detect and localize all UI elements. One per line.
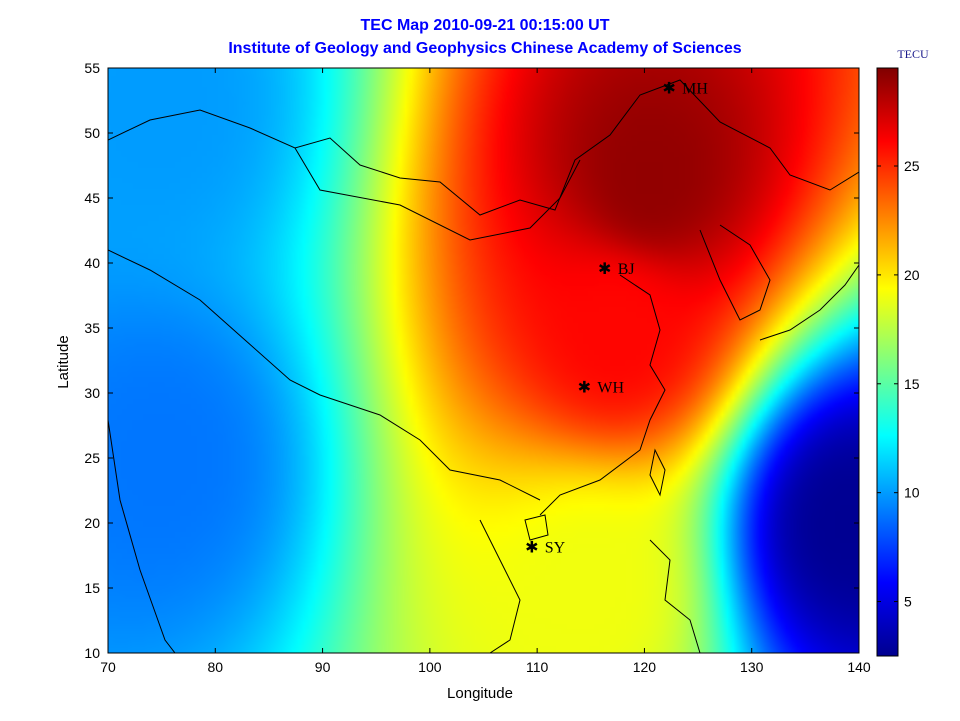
y-tick-label: 15: [84, 580, 100, 596]
colorbar-frame: [876, 67, 899, 657]
y-tick-label: 10: [84, 645, 100, 661]
colorbar-unit-label: TECU: [897, 47, 929, 61]
y-tick-label: 30: [84, 385, 100, 401]
chart-subtitle: Institute of Geology and Geophysics Chin…: [228, 40, 741, 57]
station-marker-icon: ✱: [578, 378, 591, 397]
y-tick-label: 35: [84, 320, 100, 336]
station-wh: ✱ WH: [578, 378, 625, 397]
station-mh: ✱ MH: [662, 79, 708, 98]
colorbar-gradient: [877, 68, 898, 656]
japan-islands: [759, 264, 859, 341]
x-tick-label: 70: [100, 659, 116, 675]
y-tick-label: 40: [84, 255, 100, 271]
tec-heatmap: [108, 68, 859, 653]
colorbar-tick-label: 25: [904, 158, 920, 174]
indochina-coast: [479, 519, 521, 653]
colorbar-tick-label: 10: [904, 485, 920, 501]
x-tick-label: 130: [740, 659, 764, 675]
mongolia-border: [294, 147, 581, 241]
station-sy: ✱ SY: [525, 537, 566, 556]
station-marker-icon: ✱: [598, 259, 611, 278]
y-tick-label: 45: [84, 190, 100, 206]
station-marker-icon: ✱: [525, 537, 538, 556]
colorbar-ticks: 5 10 15 20 25: [877, 158, 920, 610]
x-tick-label: 100: [418, 659, 442, 675]
x-tick-label: 110: [526, 659, 549, 675]
india-coast: [108, 419, 176, 653]
philippines-islands: [649, 539, 701, 653]
x-tick-label: 120: [633, 659, 657, 675]
china-northern-border: [108, 79, 859, 216]
y-axis-label: Latitude: [55, 335, 72, 388]
colorbar-tick-label: 20: [904, 267, 920, 283]
coastline-borders: [108, 79, 859, 653]
colorbar: TECU 5 10 15 20 25: [876, 47, 929, 657]
y-tick-label: 50: [84, 125, 100, 141]
x-axis-label: Longitude: [447, 685, 513, 702]
plot-area: ✱ MH ✱ BJ ✱ WH ✱ SY 70 80 90 100 110 120 130 140 10 15 2…: [84, 60, 870, 675]
y-tick-label: 55: [84, 60, 100, 76]
station-label: MH: [682, 81, 708, 98]
colorbar-tick-label: 15: [904, 376, 920, 392]
colorbar-tick-label: 5: [904, 594, 912, 610]
station-label: SY: [545, 539, 566, 556]
x-tick-label: 90: [315, 659, 331, 675]
x-tick-label: 140: [847, 659, 871, 675]
station-label: WH: [597, 380, 624, 397]
station-marker-icon: ✱: [662, 79, 675, 98]
y-tick-label: 20: [84, 515, 100, 531]
china-east-coast: [539, 274, 666, 516]
hainan-island: [524, 514, 549, 541]
station-bj: ✱ BJ: [598, 259, 635, 278]
china-southwest-border: [108, 249, 541, 501]
x-axis-ticks: 70 80 90 100 110 120 130 140: [100, 68, 871, 675]
korea-peninsula: [699, 224, 771, 321]
station-label: BJ: [618, 261, 635, 278]
chart-title: TEC Map 2010-09-21 00:15:00 UT: [361, 17, 610, 34]
taiwan-island: [649, 448, 666, 497]
station-markers: ✱ MH ✱ BJ ✱ WH ✱ SY: [525, 79, 708, 557]
plot-frame: [107, 67, 860, 654]
y-axis-ticks: 10 15 20 25 30 35 40 45 50 55: [84, 60, 859, 661]
y-tick-label: 25: [84, 450, 100, 466]
x-tick-label: 80: [207, 659, 223, 675]
